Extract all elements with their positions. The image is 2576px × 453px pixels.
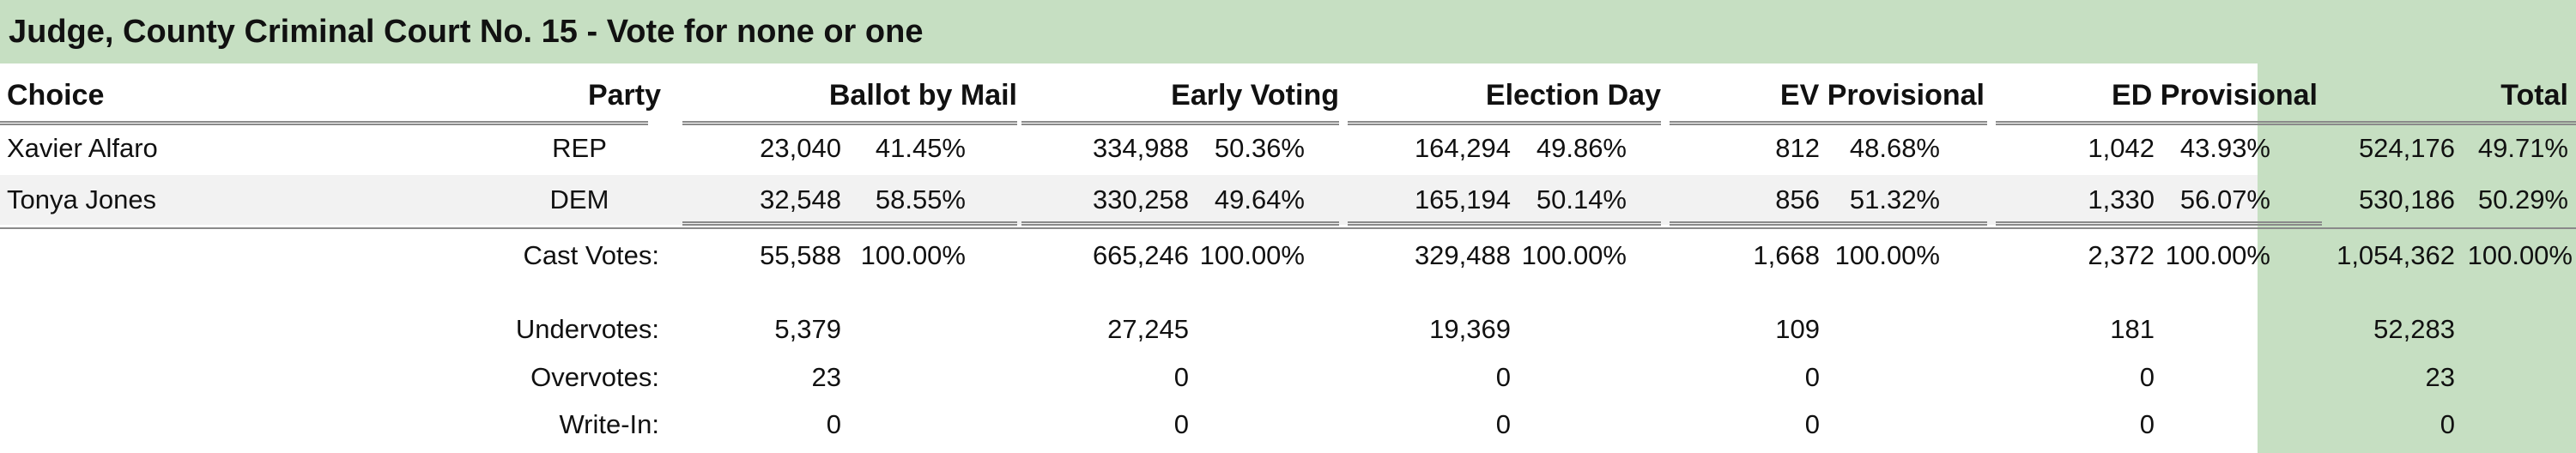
ev-pct: 50.36%	[1214, 133, 1305, 163]
header-total: Total	[2500, 79, 2568, 112]
ev-votes: 0	[1173, 409, 1189, 439]
header-election-day: Election Day	[1485, 79, 1661, 112]
header-ev-provisional: EV Provisional	[1779, 79, 1985, 112]
candidate-name: Tonya Jones	[7, 184, 157, 214]
header-early-voting: Early Voting	[1171, 79, 1339, 112]
evp-votes: 812	[1775, 133, 1820, 163]
edp-votes: 0	[2139, 409, 2155, 439]
header-choice: Choice	[7, 79, 105, 112]
bbm-votes: 5,379	[774, 314, 841, 344]
ed-votes: 0	[1495, 409, 1511, 439]
undervotes-label: Undervotes:	[515, 314, 659, 344]
ed-pct: 100.00%	[1521, 240, 1627, 270]
edp-votes: 1,330	[2088, 184, 2155, 214]
ev-votes: 334,988	[1092, 133, 1189, 163]
total-votes: 0	[2440, 409, 2455, 439]
subtotal-rule-bbm	[682, 221, 1017, 226]
edp-pct: 100.00%	[2165, 240, 2270, 270]
total-pct: 100.00%	[2467, 240, 2573, 270]
evp-votes: 1,668	[1753, 240, 1820, 270]
total-votes: 1,054,362	[2337, 240, 2455, 270]
header-rule-total	[2258, 121, 2576, 125]
bbm-votes: 23	[811, 362, 841, 392]
ev-pct: 100.00%	[1199, 240, 1305, 270]
ed-pct: 49.86%	[1536, 133, 1627, 163]
total-column-background	[2258, 63, 2576, 453]
subtotal-rule-ed	[1348, 221, 1661, 226]
ed-votes: 0	[1495, 362, 1511, 392]
overvotes-label: Overvotes:	[530, 362, 659, 392]
edp-votes: 1,042	[2088, 133, 2155, 163]
bbm-votes: 55,588	[760, 240, 841, 270]
bbm-pct: 41.45%	[875, 133, 966, 163]
ed-pct: 50.14%	[1536, 184, 1627, 214]
ev-votes: 27,245	[1107, 314, 1189, 344]
total-votes: 530,186	[2358, 184, 2455, 214]
bbm-pct: 58.55%	[875, 184, 966, 214]
bbm-votes: 23,040	[760, 133, 841, 163]
subtotal-rule-edp	[1996, 221, 2322, 226]
candidate-party: DEM	[549, 184, 609, 214]
edp-pct: 43.93%	[2179, 133, 2270, 163]
write-in-label: Write-In:	[559, 409, 659, 439]
total-pct: 50.29%	[2477, 184, 2568, 214]
candidate-party: REP	[552, 133, 607, 163]
evp-pct: 51.32%	[1849, 184, 1940, 214]
edp-votes: 2,372	[2088, 240, 2155, 270]
table-row-shading	[0, 175, 2258, 225]
header-rule-ev	[1021, 121, 1339, 125]
ed-votes: 164,294	[1414, 133, 1511, 163]
evp-pct: 100.00%	[1834, 240, 1940, 270]
total-votes: 52,283	[2373, 314, 2455, 344]
ed-votes: 165,194	[1414, 184, 1511, 214]
contest-title: Judge, County Criminal Court No. 15 - Vo…	[9, 13, 924, 50]
bbm-pct: 100.00%	[860, 240, 966, 270]
ev-votes: 665,246	[1092, 240, 1189, 270]
ev-votes: 0	[1173, 362, 1189, 392]
subtotal-rule-evp	[1670, 221, 1987, 226]
header-ballot-by-mail: Ballot by Mail	[828, 79, 1017, 112]
header-party: Party	[587, 79, 661, 112]
cast-votes-label: Cast Votes:	[523, 240, 659, 270]
bbm-votes: 0	[826, 409, 841, 439]
header-rule-choice-party	[0, 121, 648, 125]
evp-votes: 0	[1804, 362, 1820, 392]
header-rule-ed	[1348, 121, 1661, 125]
row-separator	[0, 227, 2576, 229]
total-votes: 23	[2425, 362, 2455, 392]
ev-votes: 330,258	[1092, 184, 1189, 214]
subtotal-rule-ev	[1021, 221, 1339, 226]
ed-votes: 329,488	[1414, 240, 1511, 270]
header-ed-provisional: ED Provisional	[2112, 79, 2318, 112]
ed-votes: 19,369	[1429, 314, 1511, 344]
candidate-name: Xavier Alfaro	[7, 133, 158, 163]
header-rule-edp	[1996, 121, 2322, 125]
evp-pct: 48.68%	[1849, 133, 1940, 163]
edp-pct: 56.07%	[2179, 184, 2270, 214]
contest-title-bar: Judge, County Criminal Court No. 15 - Vo…	[0, 0, 2576, 63]
evp-votes: 0	[1804, 409, 1820, 439]
header-rule-bbm	[682, 121, 1017, 125]
header-rule-evp	[1670, 121, 1987, 125]
bbm-votes: 32,548	[760, 184, 841, 214]
ev-pct: 49.64%	[1214, 184, 1305, 214]
evp-votes: 856	[1775, 184, 1820, 214]
edp-votes: 181	[2110, 314, 2155, 344]
edp-votes: 0	[2139, 362, 2155, 392]
total-votes: 524,176	[2358, 133, 2455, 163]
total-pct: 49.71%	[2477, 133, 2568, 163]
evp-votes: 109	[1775, 314, 1820, 344]
